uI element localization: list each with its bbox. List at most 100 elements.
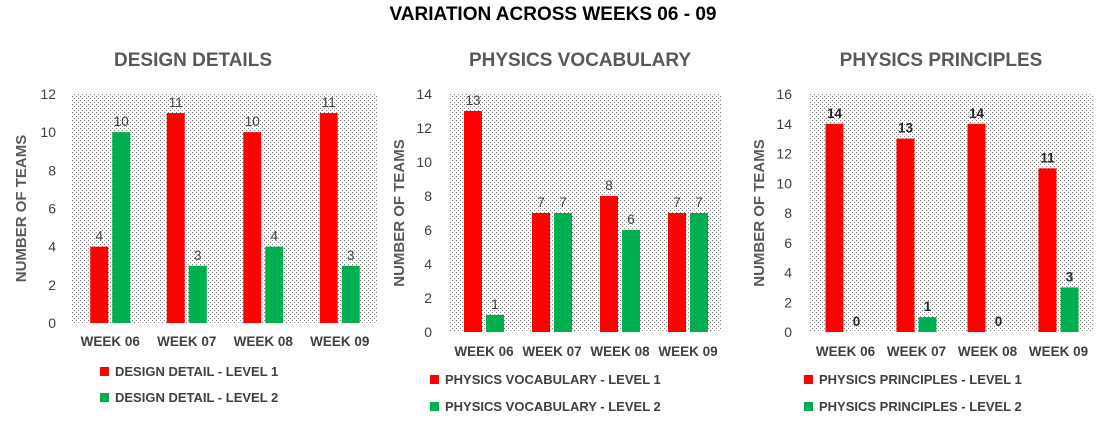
y-tick-label: 16 (776, 86, 792, 102)
y-tick-label: 6 (784, 235, 792, 251)
bar-level-1 (166, 113, 185, 323)
data-label: 13 (898, 121, 914, 136)
bar-level-2 (622, 230, 640, 332)
y-axis-label: NUMBER OF TEAMS (13, 135, 30, 283)
data-label: 3 (194, 248, 202, 263)
chart-title: DESIGN DETAILS (114, 50, 272, 71)
bar-level-2 (690, 213, 708, 332)
x-category-label: WEEK 09 (310, 334, 369, 349)
bar-level-1 (464, 111, 482, 332)
data-label: 0 (995, 314, 1003, 329)
legend-label: PHYSICS VOCABULARY - LEVEL 1 (445, 372, 661, 387)
data-label: 3 (1066, 269, 1074, 284)
y-tick-label: 12 (416, 120, 432, 136)
x-category-label: WEEK 07 (887, 344, 946, 359)
x-category-label: WEEK 08 (958, 344, 1018, 359)
x-category-label: WEEK 06 (81, 334, 141, 349)
data-label: 7 (673, 195, 681, 210)
legend-label: DESIGN DETAIL - LEVEL 2 (115, 390, 278, 405)
main-title: VARIATION ACROSS WEEKS 06 - 09 (389, 4, 717, 25)
data-label: 4 (95, 229, 103, 244)
data-label: 11 (169, 95, 183, 110)
bar-level-2 (341, 265, 360, 323)
y-tick-label: 4 (784, 265, 792, 281)
y-axis-label: NUMBER OF TEAMS (751, 139, 768, 287)
legend-label: PHYSICS VOCABULARY - LEVEL 2 (445, 399, 661, 414)
y-tick-label: 6 (424, 222, 432, 238)
x-category-label: WEEK 09 (658, 344, 717, 359)
y-tick-label: 4 (48, 239, 56, 255)
data-label: 11 (322, 95, 336, 110)
y-tick-label: 8 (784, 205, 792, 221)
bar-level-1 (243, 132, 262, 323)
bar-level-1 (896, 138, 915, 332)
data-label: 3 (347, 248, 355, 263)
bar-level-2 (1060, 287, 1079, 332)
data-label: 0 (853, 314, 861, 329)
data-label: 7 (537, 195, 545, 210)
data-label: 6 (627, 212, 635, 227)
bar-level-1 (668, 213, 686, 332)
x-category-label: WEEK 08 (234, 334, 294, 349)
x-category-label: WEEK 07 (522, 344, 581, 359)
bar-level-2 (554, 213, 572, 332)
legend-label: DESIGN DETAIL - LEVEL 1 (115, 364, 278, 379)
y-tick-label: 10 (416, 154, 432, 170)
chart-title: PHYSICS VOCABULARY (469, 50, 691, 71)
y-tick-label: 0 (424, 324, 432, 340)
x-category-label: WEEK 07 (157, 334, 216, 349)
bar-level-1 (90, 246, 109, 323)
bar-level-1 (1038, 168, 1057, 332)
x-category-label: WEEK 09 (1029, 344, 1088, 359)
bar-level-2 (112, 132, 131, 323)
bar-level-2 (918, 317, 937, 332)
y-tick-label: 4 (424, 256, 432, 272)
data-label: 13 (465, 93, 480, 108)
legend-swatch (804, 402, 813, 411)
bar-level-2 (188, 265, 207, 323)
bar-level-1 (532, 213, 550, 332)
data-label: 10 (114, 114, 129, 129)
y-tick-label: 10 (40, 124, 56, 140)
y-tick-label: 10 (776, 175, 792, 191)
data-label: 1 (924, 299, 932, 314)
y-tick-label: 12 (40, 86, 56, 102)
chart-1: DESIGN DETAILS NUMBER OF TEAMS 0 2 4 6 8 10 12 4 1… (13, 50, 378, 405)
data-label: 14 (969, 106, 985, 121)
y-tick-label: 12 (776, 146, 792, 162)
y-tick-label: 14 (416, 86, 432, 102)
y-tick-label: 2 (784, 294, 792, 310)
y-tick-label: 14 (776, 116, 792, 132)
data-label: 11 (1040, 150, 1055, 165)
y-tick-label: 6 (48, 201, 56, 217)
bar-level-2 (265, 246, 284, 323)
y-tick-label: 8 (48, 162, 56, 178)
legend-label: PHYSICS PRINCIPLES - LEVEL 2 (819, 399, 1022, 414)
legend-swatch (100, 393, 109, 402)
data-label: 7 (559, 195, 567, 210)
legend-swatch (804, 375, 813, 384)
legend-swatch (430, 375, 439, 384)
y-tick-label: 2 (48, 277, 56, 293)
data-label: 8 (605, 178, 613, 193)
bar-level-1 (600, 196, 618, 332)
data-label: 7 (695, 195, 703, 210)
legend-swatch (430, 402, 439, 411)
x-category-label: WEEK 06 (816, 344, 876, 359)
legend-label: PHYSICS PRINCIPLES - LEVEL 1 (819, 372, 1022, 387)
data-label: 4 (270, 229, 278, 244)
bar-level-1 (825, 123, 844, 332)
y-tick-label: 2 (424, 290, 432, 306)
y-tick-label: 0 (784, 324, 792, 340)
x-category-label: WEEK 06 (454, 344, 514, 359)
data-label: 1 (491, 297, 499, 312)
bar-level-2 (486, 315, 504, 332)
y-tick-label: 0 (48, 315, 56, 331)
x-category-label: WEEK 08 (590, 344, 650, 359)
data-label: 10 (245, 114, 260, 129)
chart-2: PHYSICS VOCABULARY NUMBER OF TEAMS 0 2 4 6 8 10… (391, 50, 722, 414)
bar-level-1 (319, 113, 338, 323)
legend-swatch (100, 367, 109, 376)
